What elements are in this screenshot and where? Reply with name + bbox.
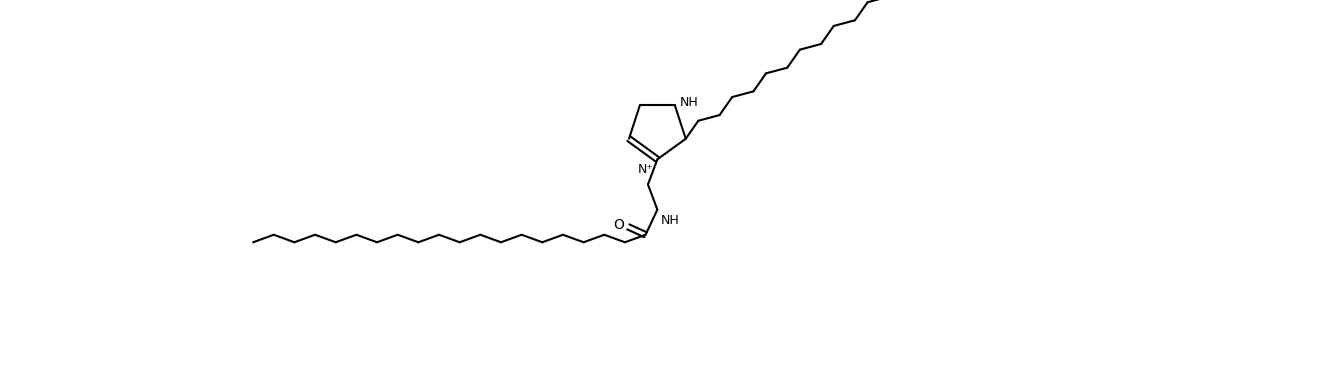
Text: NH: NH	[679, 96, 698, 109]
Text: N⁺: N⁺	[638, 162, 654, 176]
Text: O: O	[614, 218, 625, 232]
Text: NH: NH	[661, 214, 679, 227]
